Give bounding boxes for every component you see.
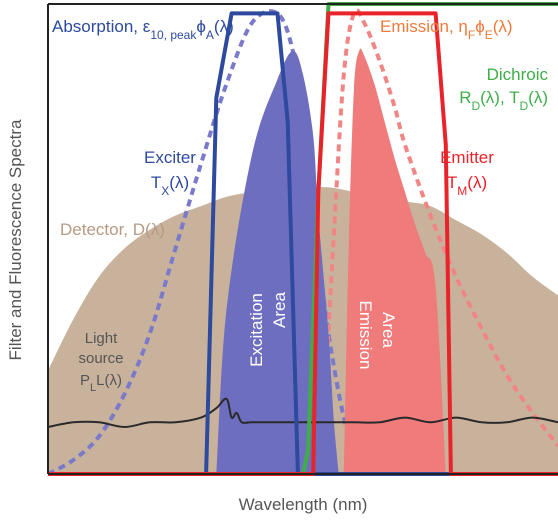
annotation-light-l2-text: source <box>78 350 123 367</box>
annotation-excitation-area-l1: Excitation <box>247 293 266 367</box>
annotation-light-l3: PLL(λ) <box>80 372 122 394</box>
annotation-absorption-sub2: A <box>206 28 214 42</box>
annotation-emitter-l2-sub: M <box>457 184 467 198</box>
annotation-emission-text3: (λ) <box>493 17 513 36</box>
series-emitter <box>48 11 558 476</box>
annotation-emitter-l2-text: T <box>447 173 457 192</box>
annotation-emission-text2: ϕ <box>475 17 485 36</box>
annotation-emission-sub2: E <box>485 28 493 42</box>
annotation-detector: Detector, D(λ) <box>60 220 165 239</box>
series-absorption <box>47 9 356 476</box>
series-exciter <box>48 11 558 476</box>
annotation-emission-area-l1: Emission <box>356 301 375 370</box>
annotation-absorption-text: Absorption, ε <box>52 17 151 36</box>
annotation-emission: Emission, ηFϕE(λ) <box>380 17 513 42</box>
annotation-dichroic-l2-text3: (λ) <box>528 88 548 107</box>
y-axis-label: Filter and Fluorescence Spectra <box>6 119 25 360</box>
annotation-layer: Absorption, ε10, peakϕA(λ) Emission, ηFϕE… <box>52 17 548 394</box>
annotation-exciter-l1-text: Exciter <box>144 148 196 167</box>
annotation-exciter-l2-sub: X <box>161 184 169 198</box>
annotation-exciter-l2: TX(λ) <box>151 173 189 198</box>
annotation-dichroic-l2: RD(λ), TD(λ) <box>459 88 548 113</box>
annotation-emission-text: Emission, η <box>380 17 468 36</box>
annotation-excitation-area-l2: Area <box>270 292 289 328</box>
annotation-dichroic-l2-sub: D <box>471 99 480 113</box>
annotation-emission-area-l1-text: Emission <box>356 301 375 370</box>
annotation-dichroic-l1: Dichroic <box>487 65 549 84</box>
annotation-light-l3-text: P <box>80 372 90 389</box>
annotation-light-l2: source <box>78 350 123 367</box>
annotation-emitter-l1: Emitter <box>440 148 494 167</box>
annotation-absorption: Absorption, ε10, peakϕA(λ) <box>52 17 234 42</box>
annotation-absorption-text3: (λ) <box>214 17 234 36</box>
annotation-excitation-area-l2-text: Area <box>270 292 289 328</box>
annotation-excitation-area-l1-text: Excitation <box>247 293 266 367</box>
annotation-emission-area-l2-text: Area <box>379 312 398 348</box>
annotation-light-l3-text2: L(λ) <box>96 372 122 389</box>
axes-frame <box>47 3 558 475</box>
series-light-source <box>47 397 558 429</box>
annotation-dichroic-l1-text: Dichroic <box>487 65 549 84</box>
series-layer <box>47 2 558 476</box>
annotation-exciter-l2-text2: (λ) <box>169 173 189 192</box>
annotation-exciter-l2-text: T <box>151 173 161 192</box>
annotation-exciter-l1: Exciter <box>144 148 196 167</box>
annotation-emitter-l2-text2: (λ) <box>467 173 487 192</box>
annotation-detector-text: Detector, D(λ) <box>60 220 165 239</box>
x-axis-label: Wavelength (nm) <box>239 495 368 514</box>
annotation-emission-area-l2: Area <box>379 312 398 348</box>
annotation-emitter-l1-text: Emitter <box>440 148 494 167</box>
annotation-absorption-sub: 10, peak <box>150 28 197 42</box>
annotation-emitter-l2: TM(λ) <box>447 173 487 198</box>
annotation-dichroic-l2-text2: (λ), T <box>480 88 519 107</box>
annotation-light-l1: Light <box>85 330 118 347</box>
annotation-dichroic-l2-sub2: D <box>520 99 529 113</box>
annotation-absorption-text2: ϕ <box>196 17 206 36</box>
annotation-light-l3-sub: L <box>90 382 96 394</box>
series-emission <box>321 8 558 448</box>
annotation-emission-sub: F <box>468 28 475 42</box>
series-emission-area <box>343 48 446 475</box>
annotation-light-l1-text: Light <box>85 330 118 347</box>
annotation-dichroic-l2-text: R <box>459 88 471 107</box>
series-excitation-area <box>216 50 339 475</box>
